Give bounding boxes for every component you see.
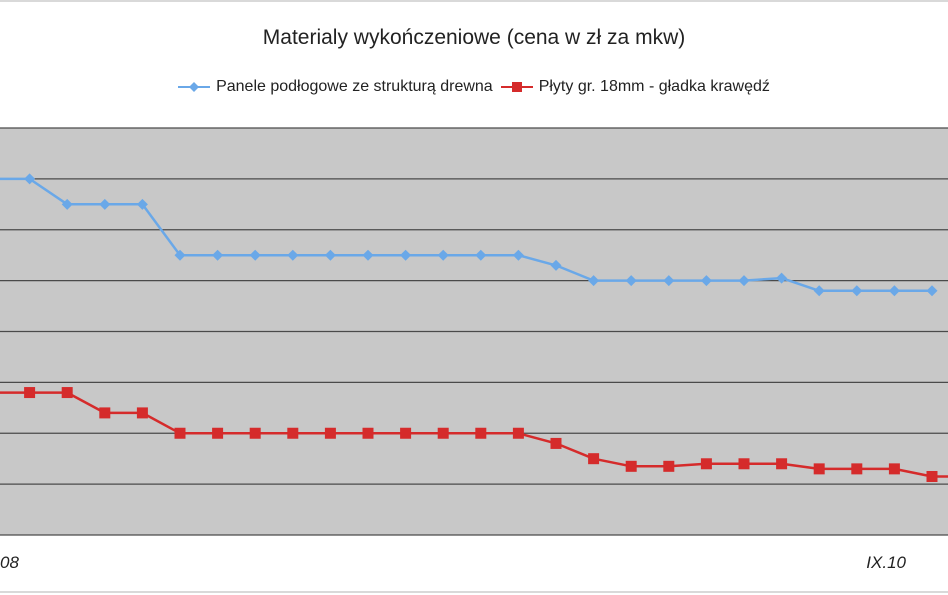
legend-swatch-panele [178, 82, 211, 92]
data-point [888, 285, 900, 297]
data-point [136, 198, 148, 210]
legend: Panele podłogowe ze strukturą drewna Pły… [0, 78, 948, 96]
data-point [437, 427, 449, 439]
data-point [99, 407, 111, 419]
data-point [287, 427, 299, 439]
x-tick-label: IX.10 [866, 553, 906, 572]
data-point [926, 285, 938, 297]
data-point [362, 427, 374, 439]
data-point [437, 249, 449, 261]
data-point [851, 285, 863, 297]
data-point [324, 249, 336, 261]
data-point [249, 427, 261, 439]
data-point [400, 427, 412, 439]
series-line-0 [0, 177, 932, 293]
x-tick-label: 08 [0, 553, 19, 572]
data-point [212, 249, 224, 261]
data-point [249, 249, 261, 261]
data-point [61, 198, 73, 210]
data-point [136, 407, 148, 419]
data-point [700, 458, 712, 470]
data-point [212, 427, 224, 439]
data-point [24, 173, 36, 185]
data-point [888, 463, 900, 475]
data-point [588, 453, 600, 465]
data-point [588, 275, 600, 287]
data-point [663, 460, 675, 472]
data-point [512, 249, 524, 261]
data-point [625, 275, 637, 287]
data-point [700, 275, 712, 287]
data-point [174, 427, 186, 439]
legend-label-panele: Panele podłogowe ze strukturą drewna [216, 78, 493, 95]
data-point [776, 458, 788, 470]
data-point [663, 275, 675, 287]
data-point [512, 427, 524, 439]
data-point [475, 427, 487, 439]
data-point [776, 272, 788, 284]
data-point [550, 437, 562, 449]
data-point [24, 387, 36, 399]
data-point [851, 463, 863, 475]
data-point [926, 470, 938, 482]
data-point [400, 249, 412, 261]
chart-title: Materialy wykończeniowe (cena w zł za mk… [262, 26, 686, 49]
data-point [625, 460, 637, 472]
legend-swatch-plyty [500, 82, 533, 92]
data-point [475, 249, 487, 261]
data-point [813, 463, 825, 475]
data-point [813, 285, 825, 297]
data-point [174, 249, 186, 261]
legend-item-plyty: Płyty gr. 18mm - gładka krawędź [500, 78, 770, 96]
data-point [99, 198, 111, 210]
series-group [0, 173, 948, 482]
data-point [61, 387, 73, 399]
legend-label-plyty: Płyty gr. 18mm - gładka krawędź [538, 78, 770, 95]
data-point [738, 275, 750, 287]
data-point [287, 249, 299, 261]
data-point [738, 458, 750, 470]
legend-item-panele: Panele podłogowe ze strukturą drewna [178, 78, 493, 96]
data-point [362, 249, 374, 261]
data-point [550, 259, 562, 271]
data-point [324, 427, 336, 439]
